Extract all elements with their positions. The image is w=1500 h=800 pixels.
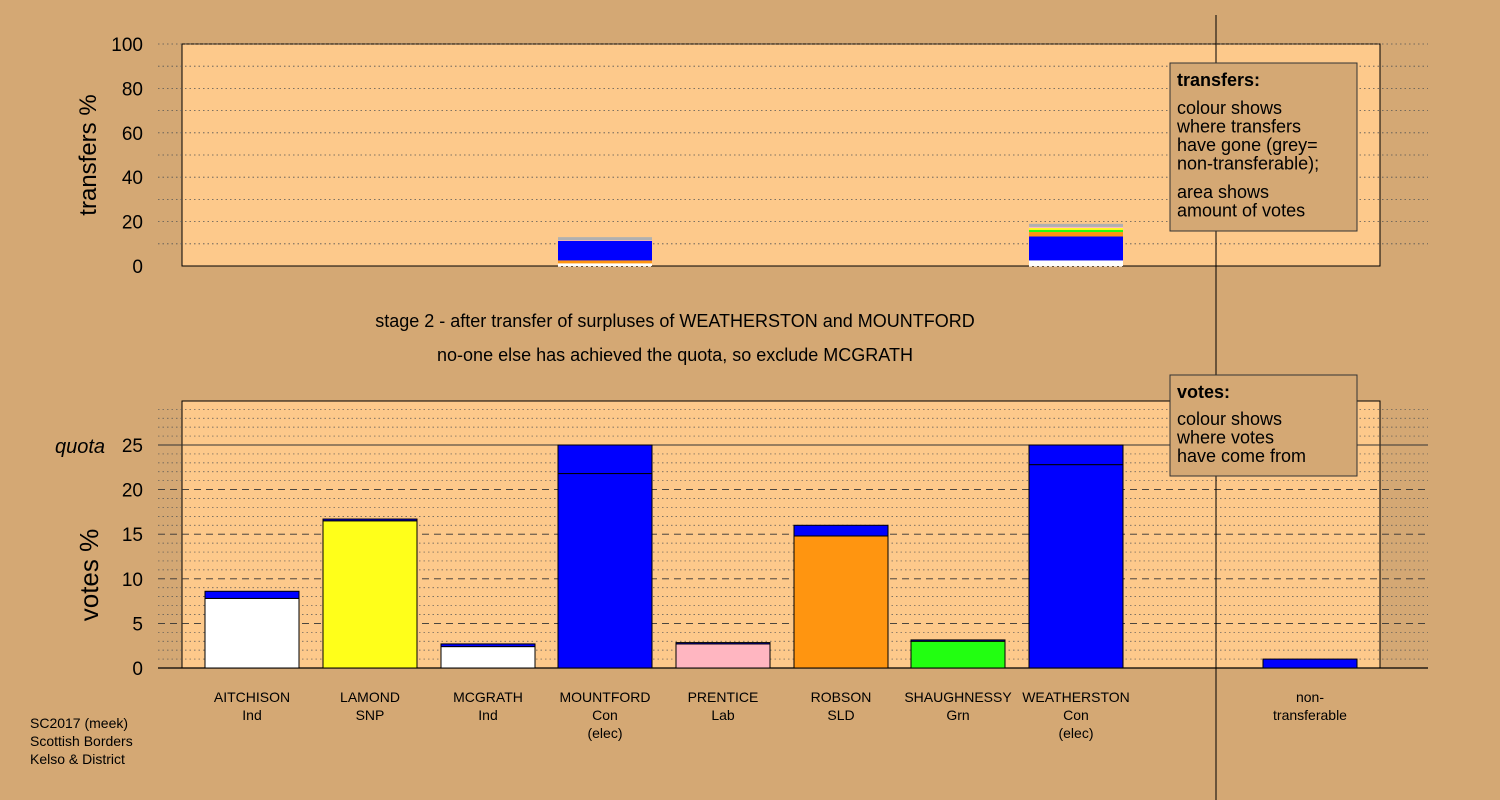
transfer-segment-lab: [1029, 226, 1123, 229]
category-party-label: SLD: [827, 707, 854, 723]
transfers-y-tick-label: 40: [122, 168, 143, 189]
category-party-label: Ind: [478, 707, 497, 723]
footer-line-1: SC2017 (meek): [30, 715, 128, 731]
transfers-y-tick-label: 100: [111, 35, 143, 56]
vote-bar-transfer-prentice: [675, 642, 771, 645]
stage-line-2: no-one else has achieved the quota, so e…: [437, 345, 913, 365]
votes-y-tick-label: 15: [122, 525, 143, 546]
vote-bar-transfer-shaughnessy: [910, 639, 1006, 642]
category-party-label: Lab: [711, 707, 735, 723]
category-name-label: SHAUGHNESSY: [904, 689, 1012, 705]
votes-legend-text: colour shows: [1177, 409, 1282, 429]
footer-line-3: Kelso & District: [30, 751, 125, 767]
transfer-segment-con: [558, 240, 652, 261]
vote-bar-shaughnessy: [910, 640, 1006, 669]
nontransferable-label-line-2: transferable: [1273, 707, 1347, 723]
transfer-segment-non-transferable: [558, 237, 652, 241]
votes-y-tick-label: 5: [132, 614, 143, 635]
votes-y-tick-label: 25: [122, 436, 143, 457]
category-party-label: Con: [592, 707, 618, 723]
votes-legend-title: votes:: [1177, 382, 1230, 402]
transfers-legend-text: non-transferable);: [1177, 154, 1319, 174]
votes-y-tick-label: 20: [122, 481, 143, 502]
vote-bar-transfer-mountford: [557, 444, 653, 475]
votes-legend-text: where votes: [1176, 428, 1274, 448]
transfer-segment-sld: [558, 260, 652, 264]
transfer-segment-non-transferable: [1029, 223, 1123, 227]
vote-bar-mountford: [557, 473, 653, 669]
vote-bar-transfer-robson: [793, 524, 889, 537]
votes-panel: 0 5 10 15 20 25 quota votes % AITCHISON Ind LAMOND…: [55, 400, 1428, 741]
category-name-label: ROBSON: [811, 689, 872, 705]
transfers-y-tick-label: 0: [132, 257, 143, 278]
transfers-legend-text: have gone (grey=: [1177, 135, 1318, 155]
vote-bar-robson: [793, 535, 889, 669]
transfers-y-tick-label: 60: [122, 124, 143, 145]
footer-line-2: Scottish Borders: [30, 733, 133, 749]
transfer-segment-con: [1029, 236, 1123, 261]
vote-bar-nontransferable: [1262, 658, 1358, 669]
transfers-legend-text: amount of votes: [1177, 201, 1305, 221]
vote-bar-transfer-weatherston: [1028, 444, 1124, 466]
transfers-y-axis-label: transfers %: [75, 94, 102, 215]
transfers-legend-text: where transfers: [1176, 117, 1301, 137]
vote-bar-lamond: [322, 520, 418, 669]
transfer-segment-snp: [1029, 228, 1123, 230]
votes-y-tick-label: 10: [122, 570, 143, 591]
category-name-label: MOUNTFORD: [560, 689, 651, 705]
vote-bar-transfer-lamond: [322, 518, 418, 522]
category-party-label: SNP: [356, 707, 385, 723]
category-party-label: Con: [1063, 707, 1089, 723]
transfer-segment-lab: [558, 240, 652, 241]
transfers-y-tick-label: 20: [122, 213, 143, 234]
transfer-segment-ind: [1029, 260, 1123, 266]
transfers-legend-title: transfers:: [1177, 70, 1260, 90]
vote-bar-transfer-mcgrath: [440, 643, 536, 648]
category-party-label: Grn: [946, 707, 969, 723]
votes-y-axis-label: votes %: [74, 529, 104, 622]
category-name-label: LAMOND: [340, 689, 400, 705]
nontransferable-label-line-1: non-: [1296, 689, 1324, 705]
transfers-y-tick-label: 80: [122, 79, 143, 100]
vote-bar-aitchison: [204, 597, 300, 669]
votes-legend-box: [1169, 374, 1358, 477]
transfers-legend-text: area shows: [1177, 182, 1269, 202]
transfer-segment-grn: [1029, 229, 1123, 233]
category-name-label: WEATHERSTON: [1022, 689, 1130, 705]
transfer-segment-ind: [558, 263, 652, 266]
category-name-label: AITCHISON: [214, 689, 290, 705]
vote-bar-transfer-aitchison: [204, 590, 300, 599]
transfers-legend-text: colour shows: [1177, 98, 1282, 118]
category-name-label: PRENTICE: [688, 689, 759, 705]
category-party-label: Ind: [242, 707, 261, 723]
category-name-label: MCGRATH: [453, 689, 523, 705]
category-note-label: (elec): [1058, 725, 1093, 741]
vote-bar-mcgrath: [440, 646, 536, 669]
category-note-label: (elec): [587, 725, 622, 741]
transfer-segment-sld: [1029, 232, 1123, 237]
transfers-legend-box: [1169, 62, 1358, 232]
stage-line-1: stage 2 - after transfer of surpluses of…: [375, 311, 975, 331]
vote-bar-prentice: [675, 643, 771, 669]
quota-label: quota: [55, 436, 105, 458]
vote-bar-weatherston: [1028, 464, 1124, 669]
votes-y-tick-label: 0: [132, 659, 143, 680]
votes-legend-text: have come from: [1177, 446, 1306, 466]
